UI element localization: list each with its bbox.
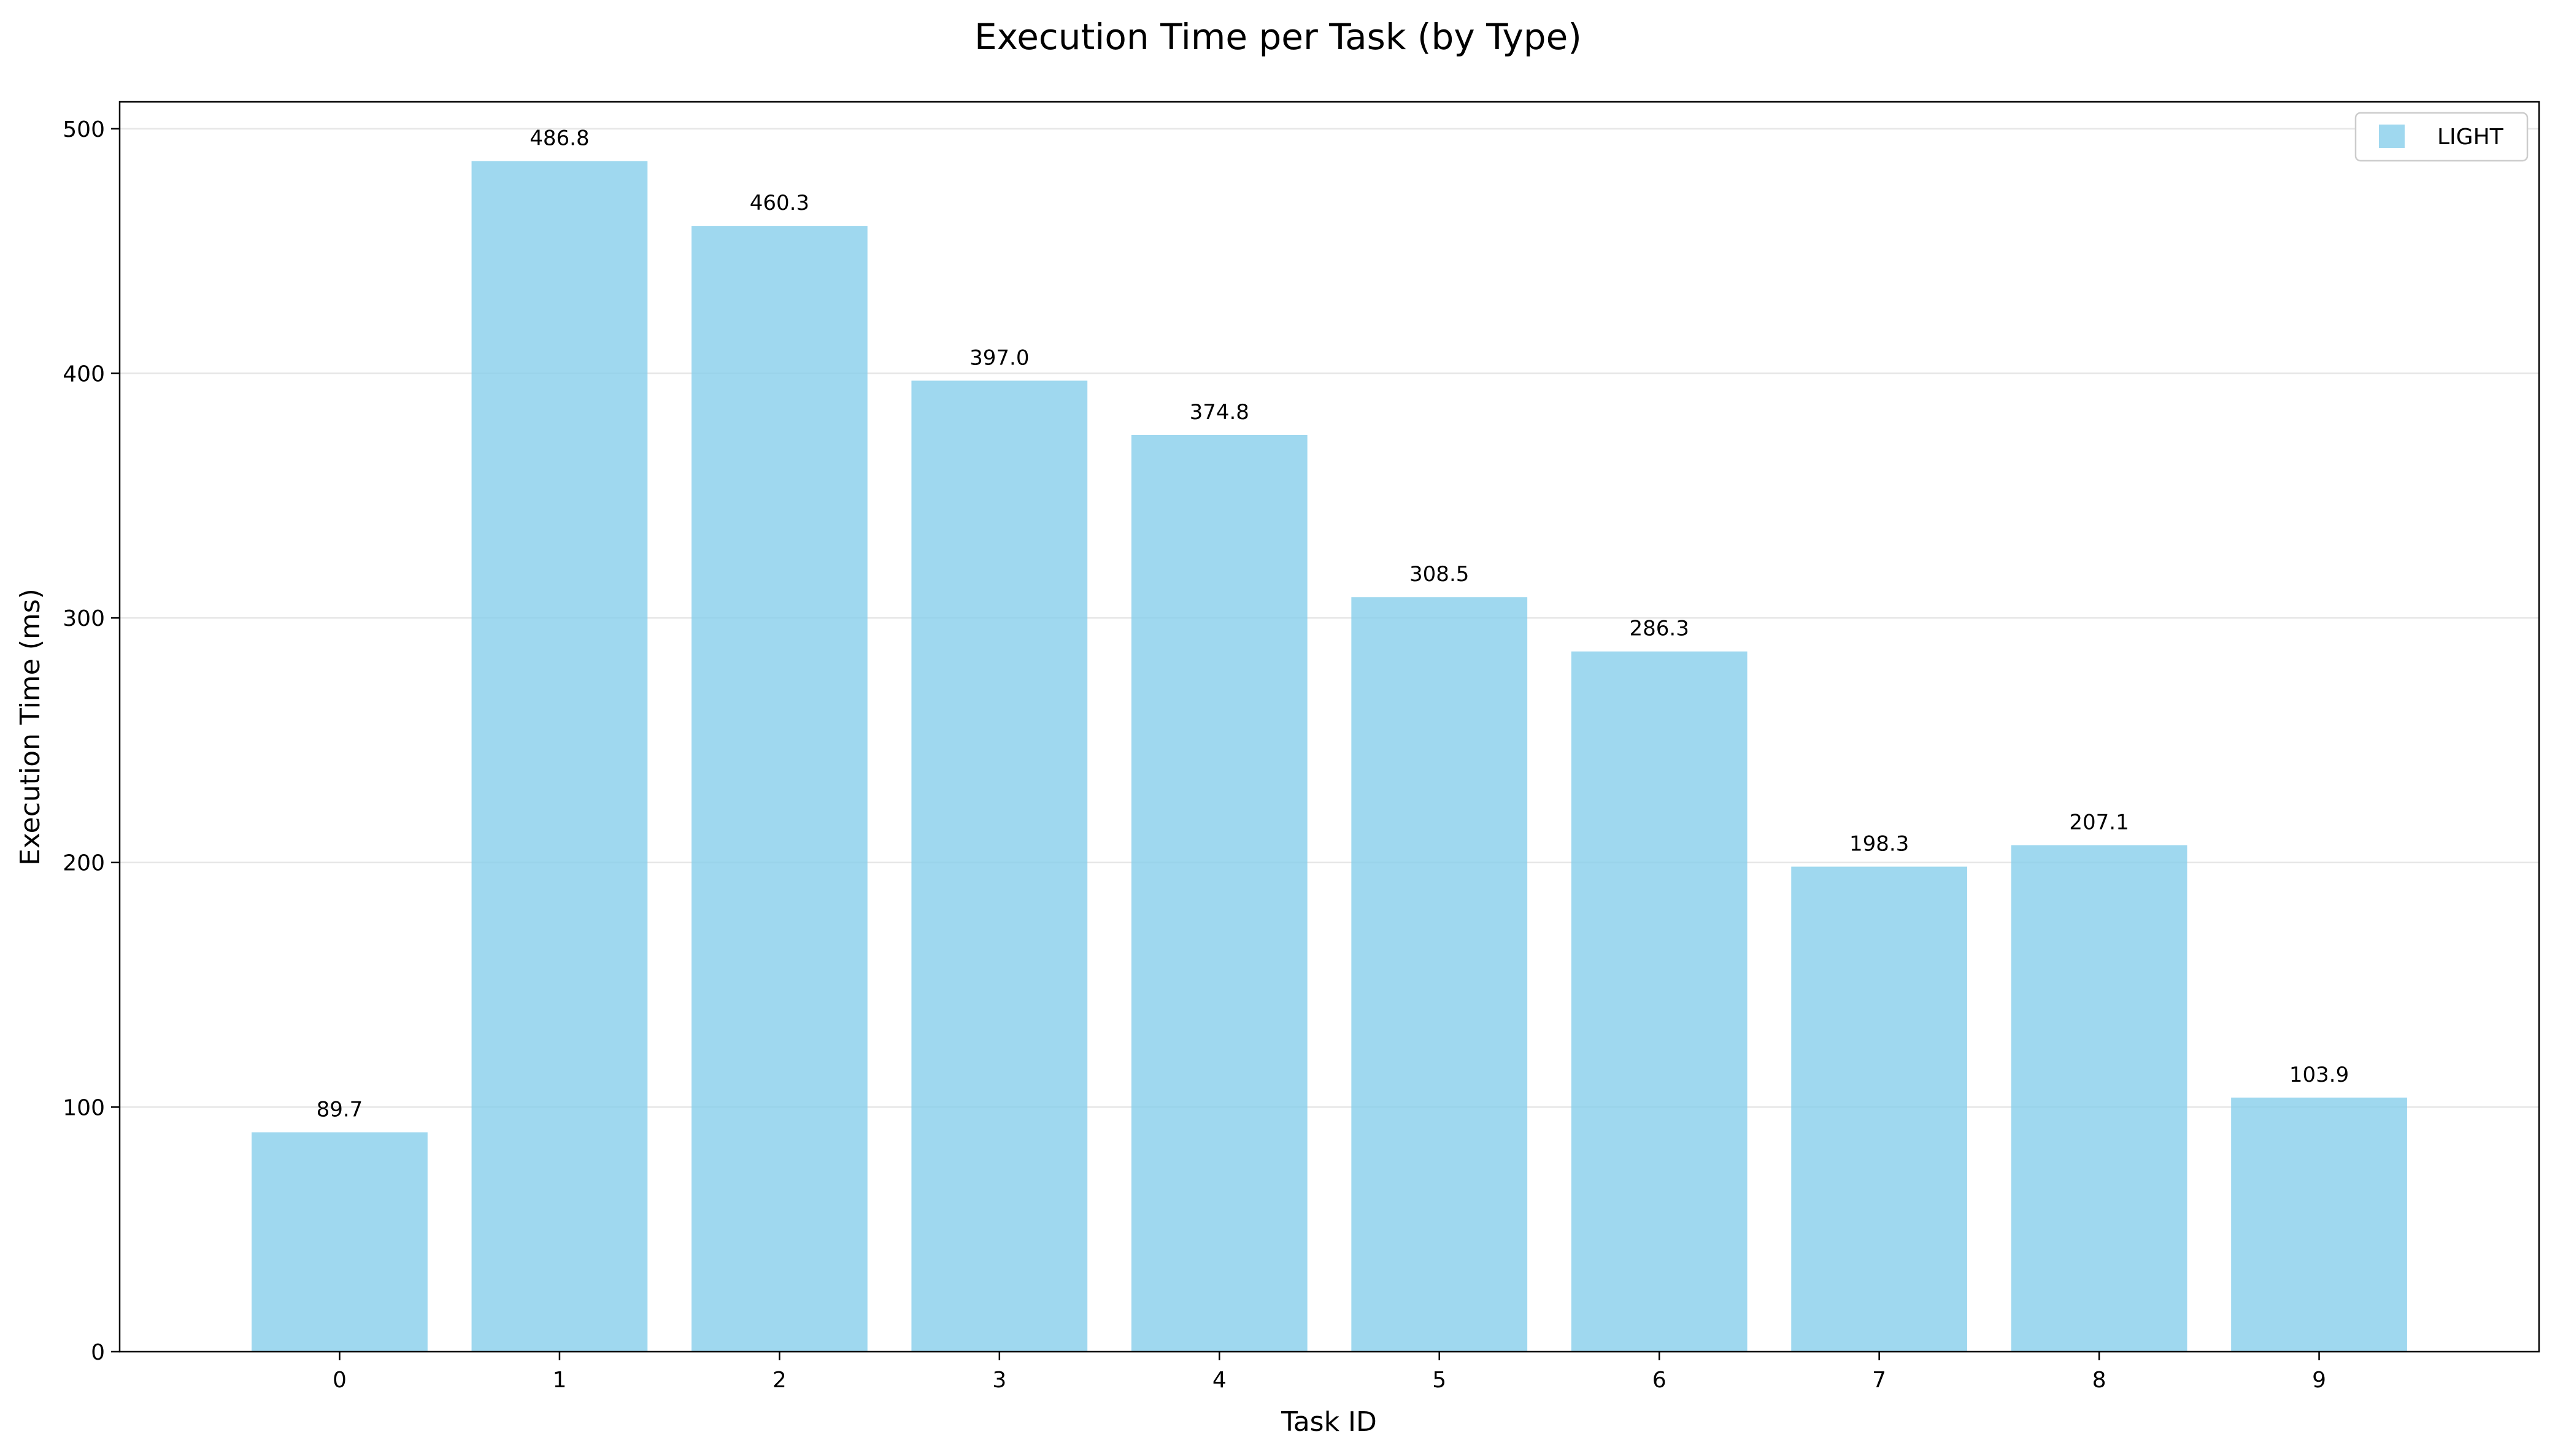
bar-task-6 xyxy=(1571,651,1748,1352)
data-label-task-6: 286.3 xyxy=(1630,617,1689,641)
data-label-task-2: 460.3 xyxy=(750,191,809,215)
y-axis-label: Execution Time (ms) xyxy=(15,588,46,866)
y-tick-label: 500 xyxy=(63,117,105,142)
data-label-task-1: 486.8 xyxy=(530,126,589,150)
x-axis-ticks: 0 1 2 3 4 5 6 7 8 9 xyxy=(333,1352,2326,1393)
data-label-task-0: 89.7 xyxy=(317,1097,363,1122)
x-axis-label: Task ID xyxy=(1281,1406,1377,1438)
bar-task-2 xyxy=(691,226,868,1352)
data-label-task-4: 374.8 xyxy=(1190,400,1249,425)
bar-task-4 xyxy=(1131,434,1308,1352)
bar-task-3 xyxy=(911,380,1088,1352)
bar-task-1 xyxy=(471,161,648,1352)
legend-label-light: LIGHT xyxy=(2437,125,2504,150)
data-label-task-9: 103.9 xyxy=(2289,1063,2349,1087)
x-tick-label: 2 xyxy=(773,1368,787,1393)
x-tick-label: 7 xyxy=(1872,1368,1886,1393)
y-axis-ticks: 0 100 200 300 400 500 xyxy=(63,117,120,1365)
x-tick-label: 3 xyxy=(992,1368,1006,1393)
x-tick-label: 5 xyxy=(1432,1368,1446,1393)
y-tick-label: 400 xyxy=(63,361,105,387)
y-tick-label: 300 xyxy=(63,606,105,631)
x-tick-label: 1 xyxy=(552,1368,566,1393)
data-label-task-5: 308.5 xyxy=(1409,562,1469,587)
bar-task-5 xyxy=(1351,597,1528,1352)
bar-task-7 xyxy=(1791,866,1968,1352)
data-label-task-3: 397.0 xyxy=(969,345,1029,370)
x-tick-label: 6 xyxy=(1652,1368,1667,1393)
data-label-task-7: 198.3 xyxy=(1849,832,1909,857)
x-tick-label: 4 xyxy=(1212,1368,1227,1393)
x-tick-label: 0 xyxy=(333,1368,347,1393)
bar-task-8 xyxy=(2011,845,2187,1352)
x-tick-label: 8 xyxy=(2092,1368,2106,1393)
legend-swatch-light xyxy=(2379,125,2405,148)
bar-task-9 xyxy=(2231,1097,2407,1352)
bars xyxy=(252,161,2407,1352)
y-tick-label: 200 xyxy=(63,851,105,876)
legend: LIGHT xyxy=(2354,112,2529,162)
chart-title: Execution Time per Task (by Type) xyxy=(974,16,1582,58)
y-tick-label: 100 xyxy=(63,1095,105,1120)
data-labels: 89.7 486.8 460.3 397.0 374.8 308.5 286.3 198.3 2… xyxy=(317,126,2349,1122)
bar-task-0 xyxy=(252,1132,428,1352)
y-tick-label: 0 xyxy=(91,1340,105,1365)
plot-frame xyxy=(118,101,2540,1353)
data-label-task-8: 207.1 xyxy=(2069,810,2129,834)
x-tick-label: 9 xyxy=(2312,1368,2326,1393)
